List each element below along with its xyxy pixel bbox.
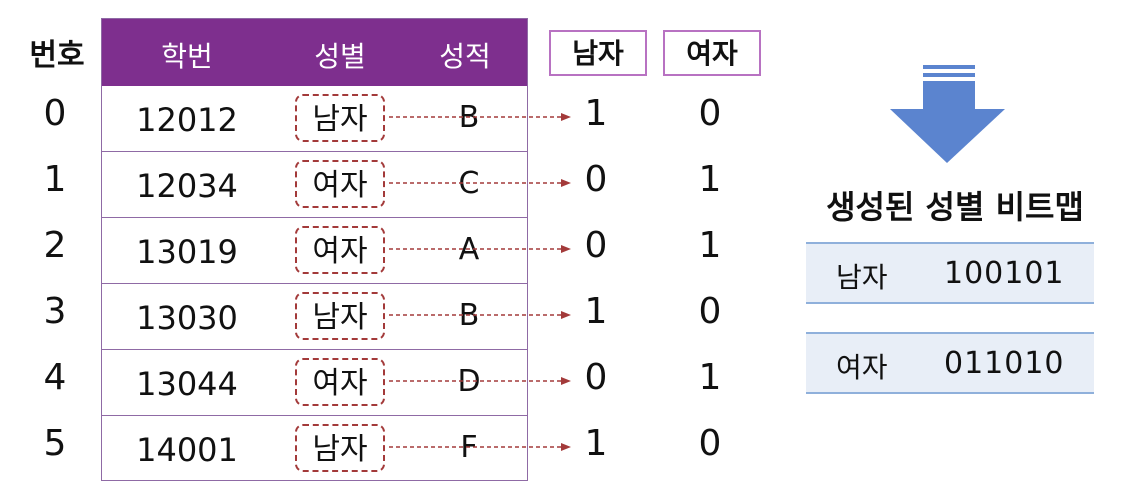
female-bit: 1: [698, 357, 722, 398]
gender-cell: 남자: [295, 424, 385, 472]
header-grade: 성적: [439, 40, 491, 73]
male-bit: 1: [584, 423, 608, 464]
row-divider: [102, 151, 527, 152]
gender-cell: 여자: [295, 226, 385, 274]
female-column-header: 여자: [663, 30, 761, 76]
student-id-cell: 14001: [136, 431, 238, 469]
gender-cell: 남자: [295, 94, 385, 142]
male-bit: 1: [584, 93, 608, 134]
student-id-cell: 12012: [136, 101, 238, 139]
male-bitmap-box: 남자 100101: [806, 242, 1094, 304]
male-bit: 0: [584, 225, 608, 266]
row-divider: [102, 415, 527, 416]
row-number: 4: [43, 357, 67, 398]
student-id-cell: 12034: [136, 167, 238, 205]
male-bit: 1: [584, 291, 608, 332]
bitmap-title: 생성된 성별 비트맵: [826, 188, 1084, 226]
bitmap-bits: 100101: [944, 256, 1065, 291]
bitmap-bits: 011010: [944, 346, 1065, 381]
gender-cell: 남자: [295, 292, 385, 340]
gender-cell: 여자: [295, 358, 385, 406]
row-divider: [102, 349, 527, 350]
row-number: 2: [43, 225, 67, 266]
female-bitmap-box: 여자 011010: [806, 332, 1094, 394]
row-number: 0: [43, 93, 67, 134]
male-bit: 0: [584, 159, 608, 200]
female-bit: 0: [698, 423, 722, 464]
gender-cell: 여자: [295, 160, 385, 208]
header-student-id: 학번: [161, 40, 213, 73]
student-id-cell: 13044: [136, 365, 238, 403]
row-divider: [102, 283, 527, 284]
male-bit: 0: [584, 357, 608, 398]
row-number: 5: [43, 423, 67, 464]
female-bit: 1: [698, 159, 722, 200]
student-id-cell: 13030: [136, 299, 238, 337]
row-number: 1: [43, 159, 67, 200]
female-bit: 0: [698, 93, 722, 134]
female-bit: 0: [698, 291, 722, 332]
student-id-cell: 13019: [136, 233, 238, 271]
row-number-header: 번호: [29, 38, 85, 73]
male-column-header: 남자: [549, 30, 647, 76]
female-bit: 1: [698, 225, 722, 266]
header-gender: 성별: [314, 40, 366, 73]
down-arrow-icon: [890, 65, 1005, 163]
bitmap-label: 여자: [836, 351, 888, 384]
row-number: 3: [43, 291, 67, 332]
row-divider: [102, 217, 527, 218]
table-header: 학번 성별 성적: [102, 19, 527, 86]
bitmap-label: 남자: [836, 261, 888, 294]
student-table: 학번 성별 성적 12012 12034 13019 13030 13044 1…: [101, 18, 528, 481]
